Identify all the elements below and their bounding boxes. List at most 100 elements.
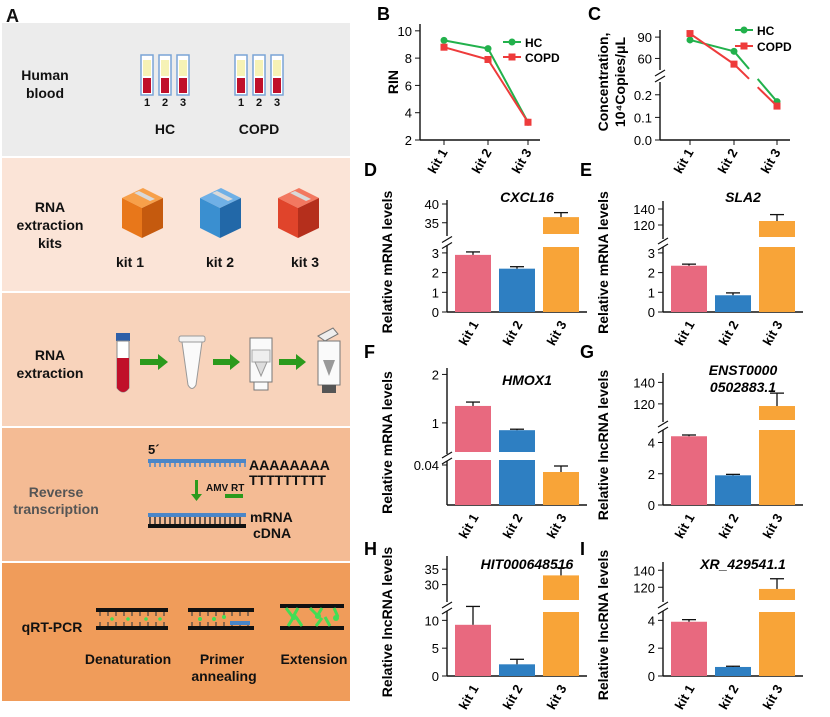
e-bar-3-upper <box>759 221 795 237</box>
five-prime-label: 5´ <box>148 442 160 457</box>
i-bar-break-gap <box>759 600 795 612</box>
d-y-tick-label: 40 <box>425 197 439 212</box>
e-y-tick-label: 2 <box>648 266 655 281</box>
i-y-label: Relative lncRNA levels <box>595 550 611 701</box>
h-x-tick-label: kit 1 <box>456 682 482 712</box>
copd-tube-1: 1 <box>238 97 244 109</box>
f-x-tick-label: kit 1 <box>456 511 482 541</box>
g-y-tick-label: 120 <box>633 397 655 412</box>
h-y-tick-label: 5 <box>432 641 439 656</box>
g-axis-break-mark <box>657 420 669 428</box>
f-y-tick-label: 2 <box>432 367 439 382</box>
c-x-tick-label: kit 3 <box>758 146 784 176</box>
h-y-label: Relative lncRNA levels <box>379 547 395 698</box>
denaturation-icon <box>96 608 168 630</box>
primer-label: Primer <box>200 651 245 667</box>
e-bar-3 <box>759 247 795 312</box>
i-chart-title: XR_429541.1 <box>699 556 786 572</box>
e-axis-break-gap <box>656 238 670 250</box>
d-bar-3-upper <box>543 217 579 234</box>
panel-letter-e: E <box>580 160 592 180</box>
g-chart-title-1: ENST0000 <box>709 362 778 378</box>
c-series-line-copd <box>689 32 735 65</box>
b-y-tick-label: 8 <box>405 51 412 66</box>
blood-title-2: blood <box>26 85 64 101</box>
d-axis-break-mark <box>441 235 453 244</box>
c-y-label-1: Concentration, <box>595 33 611 132</box>
i-y-tick-label: 2 <box>648 641 655 656</box>
h-y-tick-label: 0 <box>432 669 439 684</box>
h-axis-break-gap <box>440 602 454 614</box>
g-axis-break-gap <box>656 421 670 433</box>
e-y-tick-label: 0 <box>648 305 655 320</box>
e-bar-2 <box>715 295 751 312</box>
rt-arrow-head-icon <box>191 494 202 501</box>
hc-label: HC <box>155 121 175 137</box>
c-x-tick-label: kit 1 <box>671 146 697 176</box>
c-legend-label: COPD <box>757 40 792 54</box>
d-y-tick-label: 2 <box>432 266 439 281</box>
kit-3-box-icon <box>278 188 319 238</box>
blood-section-bg <box>2 23 350 156</box>
c-legend-label: HC <box>757 24 775 38</box>
h-y-tick-label: 30 <box>425 578 439 593</box>
mrna-cdna-duplex <box>148 513 246 528</box>
h-bar-3 <box>543 612 579 676</box>
i-axis-break-gap <box>656 602 670 614</box>
b-y-tick-label: 2 <box>405 133 412 148</box>
g-bar-2 <box>715 475 751 505</box>
h-chart-title: HIT000648516 <box>481 556 574 572</box>
c-point <box>730 60 738 68</box>
d-chart-title: CXCL16 <box>500 189 554 205</box>
c-point <box>686 30 694 38</box>
d-x-tick-label: kit 2 <box>500 318 526 348</box>
d-axis-break-gap <box>440 237 454 248</box>
e-axis-break-mark2 <box>657 243 669 251</box>
e-bar-break-gap <box>759 237 795 247</box>
i-y-tick-label: 0 <box>648 669 655 684</box>
d-y-tick-label: 35 <box>425 216 439 231</box>
b-y-tick-label: 10 <box>398 24 412 39</box>
e-bar-1 <box>671 265 707 312</box>
kit-3-label: kit 3 <box>291 254 319 270</box>
c-point <box>730 47 738 55</box>
extraction-title-2: extraction <box>17 365 84 381</box>
c-x-tick-label: kit 2 <box>715 146 741 176</box>
h-axis-break-mark <box>441 601 453 609</box>
c-axis-break-mark2 <box>654 75 666 83</box>
e-chart-title: SLA2 <box>725 189 761 205</box>
amv-rt-label: AMV RT <box>206 483 244 494</box>
g-bar-3-upper <box>759 406 795 420</box>
h-axis-break-mark2 <box>441 607 453 615</box>
b-point <box>524 118 532 126</box>
c-series-line-hc-b <box>733 50 750 70</box>
c-y-tick-label: 0.1 <box>634 110 652 125</box>
f-chart-title: HMOX1 <box>502 372 552 388</box>
f-y-tick-label: 0.04 <box>414 458 439 473</box>
kits-title-1: RNA <box>35 199 65 215</box>
kits-title-3: kits <box>38 235 62 251</box>
b-legend-marker <box>508 38 516 46</box>
b-x-tick-label: kit 1 <box>425 146 451 176</box>
hc-tube-1: 1 <box>144 97 150 109</box>
h-bar-3-upper <box>543 575 579 600</box>
e-x-tick-label: kit 3 <box>760 318 786 348</box>
annealing-label: annealing <box>191 668 256 684</box>
f-y-tick-label: 1 <box>432 416 439 431</box>
column-tube-icon <box>317 327 341 393</box>
c-series-line-hc <box>689 38 735 53</box>
c-y-tick-label: 90 <box>638 30 652 45</box>
f-axis-break-gap <box>440 452 454 464</box>
mrna-label: mRNA <box>250 509 293 525</box>
d-axis-break-mark2 <box>441 241 453 250</box>
rt-title-1: Reverse <box>29 484 84 500</box>
d-y-tick-label: 0 <box>432 305 439 320</box>
d-bar-3 <box>543 247 579 312</box>
h-x-tick-label: kit 2 <box>500 682 526 712</box>
d-bar-break-gap <box>543 234 579 247</box>
b-legend-label: HC <box>525 36 543 50</box>
i-bar-3 <box>759 612 795 676</box>
d-bar-1 <box>455 254 491 312</box>
d-x-tick-label: kit 1 <box>456 318 482 348</box>
